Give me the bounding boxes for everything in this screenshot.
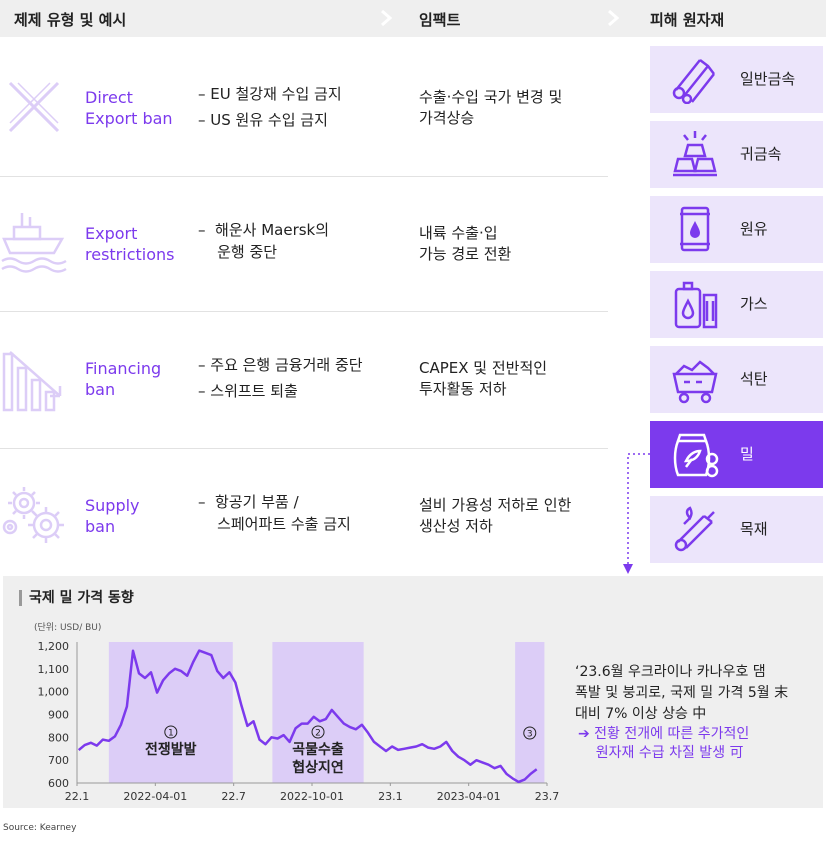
header-sanction-type: 제제 유형 및 예시 <box>14 11 127 29</box>
sanction-row: Export restrictions – 해운사 Maersk의 운행 중단 내… <box>0 177 608 312</box>
oil-barrel-icon <box>680 206 710 252</box>
material-wheat: 밀 <box>650 421 823 488</box>
material-label: 석탄 <box>740 370 768 388</box>
source-note: Source: Kearney <box>3 823 77 833</box>
sanction-impact: 설비 가용성 저하로 인한 생산성 저하 <box>419 496 572 535</box>
wood-logs-icon <box>674 506 715 552</box>
y-tick-label: 1,200 <box>38 640 70 653</box>
x-tick-label: 2022-10-01 <box>280 790 344 803</box>
chart-note: ‘23.6월 우크라이나 카나우호 댐 폭발 및 붕괴로, 국제 밀 가격 5월… <box>575 664 789 722</box>
sanction-row: Supply ban – 항공기 부품 / 스페어파트 수출 금지 설비 가용성 … <box>0 449 608 575</box>
header-impact: 임팩트 <box>419 11 461 29</box>
chart-panel: 국제 밀 가격 동향 (단위: USD/ BU) 600 700 800 900 1,0… <box>3 576 823 808</box>
event-number-badge <box>311 725 325 739</box>
material-label: 원유 <box>740 220 768 238</box>
table-header: 제제 유형 및 예시 임팩트 피해 원자재 <box>0 0 826 37</box>
sanction-impact: 내륙 수출·입 가능 경로 전환 <box>419 224 512 263</box>
event-label: 곡물수출 <box>292 741 344 758</box>
event-number: 2 <box>315 729 321 739</box>
y-tick-label: 900 <box>48 709 69 722</box>
event-band <box>272 642 364 783</box>
gears-icon <box>2 487 64 543</box>
coal-cart-icon <box>672 360 718 404</box>
x-tick-label: 2023-04-01 <box>437 790 501 803</box>
chevron-right-icon <box>381 10 392 26</box>
chevron-right-icon <box>608 10 619 26</box>
sanction-name: Supply ban <box>85 496 140 536</box>
price-line <box>77 649 538 784</box>
chart-title: 국제 밀 가격 동향 <box>19 590 134 606</box>
header-affected-materials: 피해 원자재 <box>650 11 725 29</box>
event-number-badge <box>523 726 537 740</box>
sanction-name: Direct Export ban <box>85 88 173 128</box>
event-number-badge <box>164 725 178 739</box>
y-tick-label: 1,100 <box>38 663 70 676</box>
y-tick-label: 800 <box>48 731 69 744</box>
event-number: 3 <box>527 730 533 740</box>
connector-arrow-icon <box>623 453 650 574</box>
x-tick-label: 23.7 <box>535 790 560 803</box>
sanction-name: Financing ban <box>85 359 162 399</box>
sanction-impact: 수출·수입 국가 변경 및 가격상승 <box>419 88 563 127</box>
material-label: 귀금속 <box>740 145 782 163</box>
material-coal: 석탄 <box>650 346 823 413</box>
material-label: 목재 <box>740 520 768 538</box>
material-precious-metal: 귀금속 <box>650 121 823 188</box>
y-tick-label: 700 <box>48 754 69 767</box>
chart-unit: (단위: USD/ BU) <box>34 623 102 633</box>
wheat-bag-icon <box>673 433 719 478</box>
declining-bars-icon <box>2 351 62 412</box>
sanction-row: Financing ban – 주요 은행 금융거래 중단 – 스위프트 퇴출 CA… <box>0 312 608 449</box>
ship-icon <box>1 213 67 273</box>
event-band <box>108 642 233 783</box>
sanction-examples: – 해운사 Maersk의 운행 중단 <box>198 221 330 261</box>
material-wood: 목재 <box>650 496 823 563</box>
gas-tank-icon <box>674 281 718 329</box>
sanction-name: Export restrictions <box>85 224 175 264</box>
event-label: 전쟁발발 <box>145 741 197 758</box>
event-label: 협상지연 <box>292 760 344 776</box>
event-band <box>515 642 545 783</box>
metal-pipes-icon <box>672 59 715 104</box>
sanction-impact: CAPEX 및 전반적인 투자활동 저하 <box>419 359 548 398</box>
x-cross-icon <box>8 81 60 133</box>
y-tick-label: 1,000 <box>38 686 70 699</box>
x-tick-label: 2022-04-01 <box>123 790 187 803</box>
material-metal: 일반금속 <box>650 46 823 113</box>
sanction-row: Direct Export ban – EU 철강재 수입 금지 – US 원유 수… <box>0 37 608 177</box>
wheat-price-chart: 600 700 800 900 1,000 1,100 1,200 22.1 2022-04-0… <box>38 640 560 803</box>
sanction-examples: – 주요 은행 금융거래 중단 – 스위프트 퇴출 <box>198 356 363 400</box>
material-gas: 가스 <box>650 271 823 338</box>
y-tick-label: 600 <box>48 777 69 790</box>
gold-bars-icon <box>673 131 717 177</box>
x-tick-label: 23.1 <box>378 790 403 803</box>
sanction-examples: – EU 철강재 수입 금지 – US 원유 수입 금지 <box>198 85 342 129</box>
chart-note-impact: ➔ 전황 전개에 따른 추가적인 원자재 수급 차질 발생 可 <box>578 726 750 761</box>
material-crude-oil: 원유 <box>650 196 823 263</box>
material-label: 밀 <box>740 445 754 463</box>
x-tick-label: 22.7 <box>221 790 246 803</box>
x-tick-label: 22.1 <box>65 790 90 803</box>
event-number: 1 <box>168 729 174 739</box>
material-label: 일반금속 <box>740 70 796 88</box>
material-label: 가스 <box>740 295 768 313</box>
sanction-examples: – 항공기 부품 / 스페어파트 수출 금지 <box>198 493 351 533</box>
